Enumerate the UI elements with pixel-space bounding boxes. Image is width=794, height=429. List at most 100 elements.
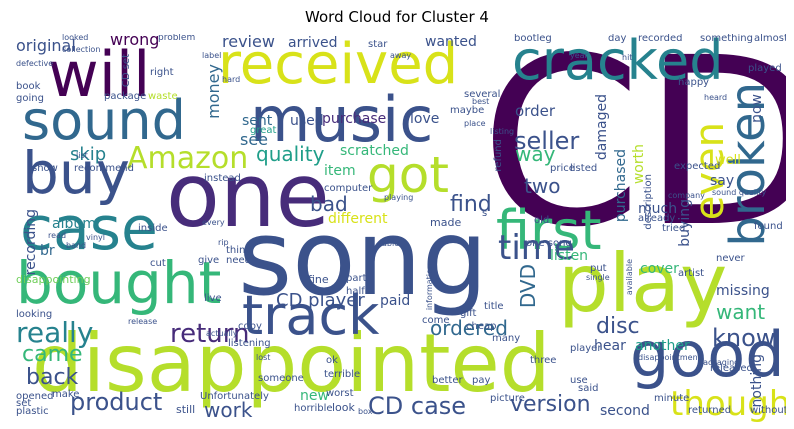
word-part: part (346, 273, 367, 284)
word-item: item (324, 163, 356, 179)
word-order: order (515, 102, 555, 120)
word-another: another (635, 338, 690, 354)
word-used: used (290, 113, 324, 129)
word-pay: pay (472, 375, 491, 386)
word-box: box (358, 407, 373, 416)
word-recorded: recorded (638, 34, 683, 44)
word-album: album (52, 216, 96, 232)
word-one-song: one song (526, 238, 572, 249)
word-time: time (498, 228, 575, 268)
word-received: received (218, 34, 459, 97)
word-want: want (716, 300, 766, 324)
word-playing: playing (384, 193, 414, 202)
word-without: without (750, 405, 786, 416)
word-way: way (515, 142, 556, 166)
word-worst: worst (326, 388, 354, 399)
word-title: title (484, 301, 504, 312)
word-horrible: horrible (294, 403, 333, 414)
word-old: old (534, 215, 550, 226)
word-give: give (198, 255, 220, 266)
word-inside: inside (138, 223, 168, 234)
word-different: different (328, 211, 388, 227)
word-br: br (40, 243, 55, 259)
word-love: love (410, 111, 440, 127)
word-release: release (128, 317, 158, 326)
word-day: day (608, 34, 627, 44)
word-returned: returned (688, 405, 732, 416)
word-song: song (238, 197, 488, 319)
word-picture: picture (490, 393, 525, 404)
word-opened: opened (16, 391, 54, 402)
word-amazon: Amazon (127, 141, 249, 176)
word-second: second (600, 403, 650, 419)
word-original: original (16, 36, 76, 55)
word-seller: seller (514, 127, 580, 155)
word-actually: actually (206, 329, 238, 338)
word-found: found (754, 221, 783, 232)
word-able: able (382, 239, 400, 248)
word-expected: expected (674, 161, 721, 172)
word-need: need (226, 255, 251, 266)
word-waste: waste (148, 91, 178, 102)
word-recording: recording (23, 209, 39, 276)
word-cd: CD (480, 34, 786, 278)
word-released: released (710, 363, 753, 374)
word-unfortunately: Unfortunately (200, 391, 269, 402)
word-never: never (716, 253, 745, 264)
word-happy: happy (678, 77, 710, 88)
word-year: year (570, 51, 588, 60)
word-see: see (240, 130, 269, 149)
word-rip: rip (218, 238, 229, 247)
word-heard: heard (704, 93, 728, 102)
word-ordered: ordered (430, 316, 508, 340)
word-said: said (578, 383, 599, 394)
word-live: live (204, 293, 222, 304)
word-listening: listening (228, 338, 271, 349)
word-case: case (20, 194, 158, 264)
word-better: better (432, 375, 463, 386)
word-three: three (530, 355, 557, 366)
word-hard: hard (222, 75, 241, 84)
word-company: company (668, 191, 705, 200)
word-made: made (430, 216, 462, 229)
word-book: book (16, 81, 41, 92)
word-listed: listed (570, 163, 598, 174)
word-product: product (70, 388, 163, 416)
word-price: price (550, 163, 575, 174)
word-tried: tried (662, 223, 686, 234)
word-return: return (170, 319, 250, 349)
word-hear: hear (594, 338, 626, 354)
word-computer: computer (324, 183, 373, 194)
word-plastic: plastic (16, 406, 49, 417)
word-cloud: CD song one disappointed music will rece… (10, 34, 786, 422)
word-good: good (630, 318, 785, 391)
word-track: track (242, 284, 380, 347)
word-now: now (749, 94, 765, 123)
word-thought: thought (670, 384, 786, 422)
word-set: set (16, 398, 32, 409)
word-someone: someone (258, 373, 304, 384)
word-work: work (204, 398, 253, 422)
word-vinyl: vinyl (86, 233, 105, 242)
word-maybe: maybe (450, 105, 485, 116)
word-cut: cut (150, 258, 166, 269)
word-artist: artist (678, 268, 705, 279)
word-put: put (590, 263, 607, 274)
word-wrong: wrong (110, 34, 160, 49)
word-recommend: recommend (74, 163, 134, 174)
word-lost: lost (256, 353, 271, 362)
word-wanted: wanted (425, 34, 477, 50)
word-cd-player: CD player (276, 290, 365, 311)
word-music: music (250, 83, 434, 156)
word-away: away (390, 51, 412, 60)
word-use: use (570, 375, 588, 386)
word-ok: ok (326, 355, 338, 366)
word-label: label (202, 51, 222, 60)
word-thing: thing (226, 245, 252, 256)
word-sent: sent (242, 113, 273, 129)
word-great: great (250, 125, 277, 136)
word-hit: hit (622, 53, 633, 62)
word-copy: copy (238, 321, 262, 332)
word-sound-quality: sound quality (712, 188, 767, 197)
word-cd-case: CD case (368, 392, 467, 420)
